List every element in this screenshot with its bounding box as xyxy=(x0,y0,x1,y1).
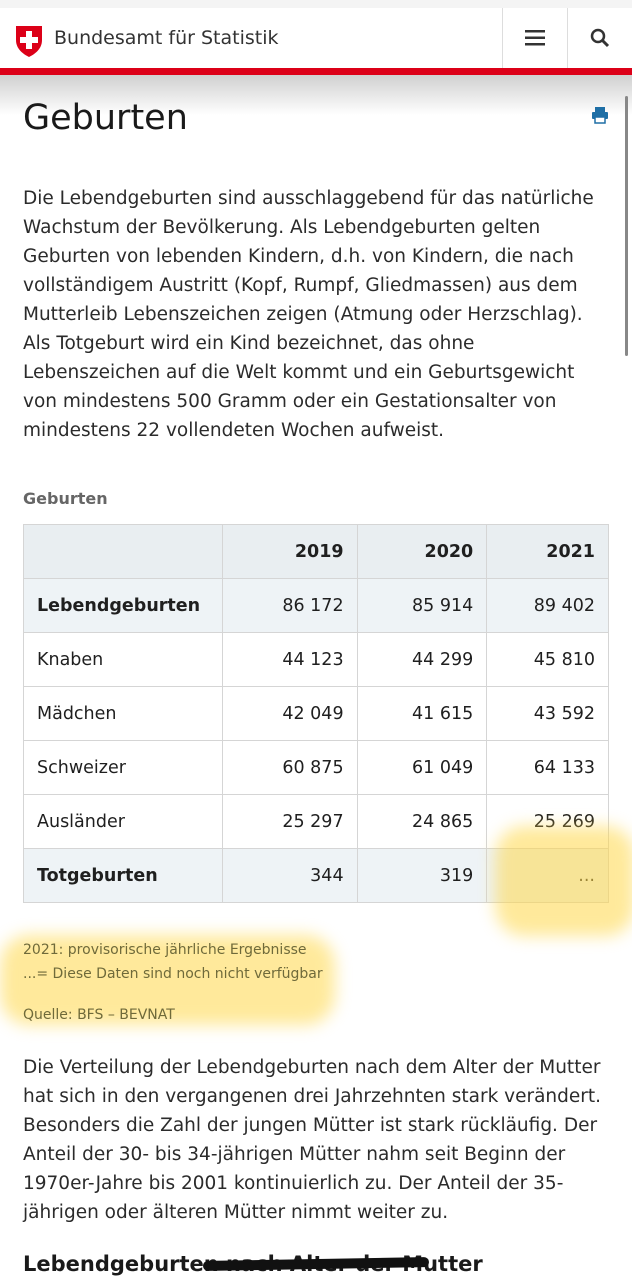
note-provisional: 2021: provisorische jährliche Ergebnisse xyxy=(23,942,307,958)
cell: 89 402 xyxy=(486,578,609,633)
cell: 41 615 xyxy=(356,686,488,741)
cell: 44 299 xyxy=(356,632,488,687)
column-header: 2021 xyxy=(486,524,609,579)
row-label: Knaben xyxy=(23,632,223,687)
menu-button[interactable] xyxy=(502,8,567,68)
note-unavailable: ...= Diese Daten sind noch nicht verfügb… xyxy=(23,966,323,982)
highlight-mark xyxy=(495,826,632,936)
column-header: 2020 xyxy=(356,524,488,579)
cell: 344 xyxy=(221,848,358,903)
table-header-row: 2019 2020 2021 xyxy=(23,524,609,579)
swiss-shield-icon[interactable] xyxy=(14,24,44,58)
site-header: Bundesamt für Statistik xyxy=(0,8,632,68)
cell: 42 049 xyxy=(221,686,358,741)
cell: 44 123 xyxy=(221,632,358,687)
table-row: Mädchen 42 049 41 615 43 592 xyxy=(23,686,609,741)
search-button[interactable] xyxy=(567,8,632,68)
table-row: Lebendgeburten 86 172 85 914 89 402 xyxy=(23,578,609,633)
cell: 25 297 xyxy=(221,794,358,849)
column-header: 2019 xyxy=(221,524,358,579)
cell: 319 xyxy=(356,848,488,903)
source-note: Quelle: BFS – BEVNAT xyxy=(23,1007,175,1023)
page-title: Geburten xyxy=(23,98,188,138)
births-table: 2019 2020 2021 Lebendgeburten 86 172 85 91… xyxy=(23,524,609,903)
table-row: Schweizer 60 875 61 049 64 133 xyxy=(23,740,609,795)
cell: 64 133 xyxy=(486,740,609,795)
table-row: Knaben 44 123 44 299 45 810 xyxy=(23,632,609,687)
cell: 85 914 xyxy=(356,578,488,633)
row-label: Lebendgeburten xyxy=(23,578,223,633)
cell: 43 592 xyxy=(486,686,609,741)
header-shadow xyxy=(0,75,632,115)
cell: 60 875 xyxy=(221,740,358,795)
print-icon[interactable] xyxy=(591,106,609,124)
row-label: Ausländer xyxy=(23,794,223,849)
cell: 61 049 xyxy=(356,740,488,795)
cell: 86 172 xyxy=(221,578,358,633)
row-label: Schweizer xyxy=(23,740,223,795)
table-caption: Geburten xyxy=(23,489,108,508)
row-label: Totgeburten xyxy=(23,848,223,903)
menu-icon xyxy=(525,30,545,46)
column-header xyxy=(23,524,223,579)
cell: 24 865 xyxy=(356,794,488,849)
cell: 45 810 xyxy=(486,632,609,687)
brand-name[interactable]: Bundesamt für Statistik xyxy=(54,27,279,49)
distribution-paragraph: Die Verteilung der Lebendgeburten nach d… xyxy=(23,1057,602,1223)
accent-bar xyxy=(0,68,632,75)
scrollbar[interactable] xyxy=(625,96,628,356)
search-icon xyxy=(590,28,610,48)
intro-paragraph: Die Lebendgeburten sind ausschlaggebend … xyxy=(23,188,594,441)
highlight-mark xyxy=(0,935,335,1025)
row-label: Mädchen xyxy=(23,686,223,741)
